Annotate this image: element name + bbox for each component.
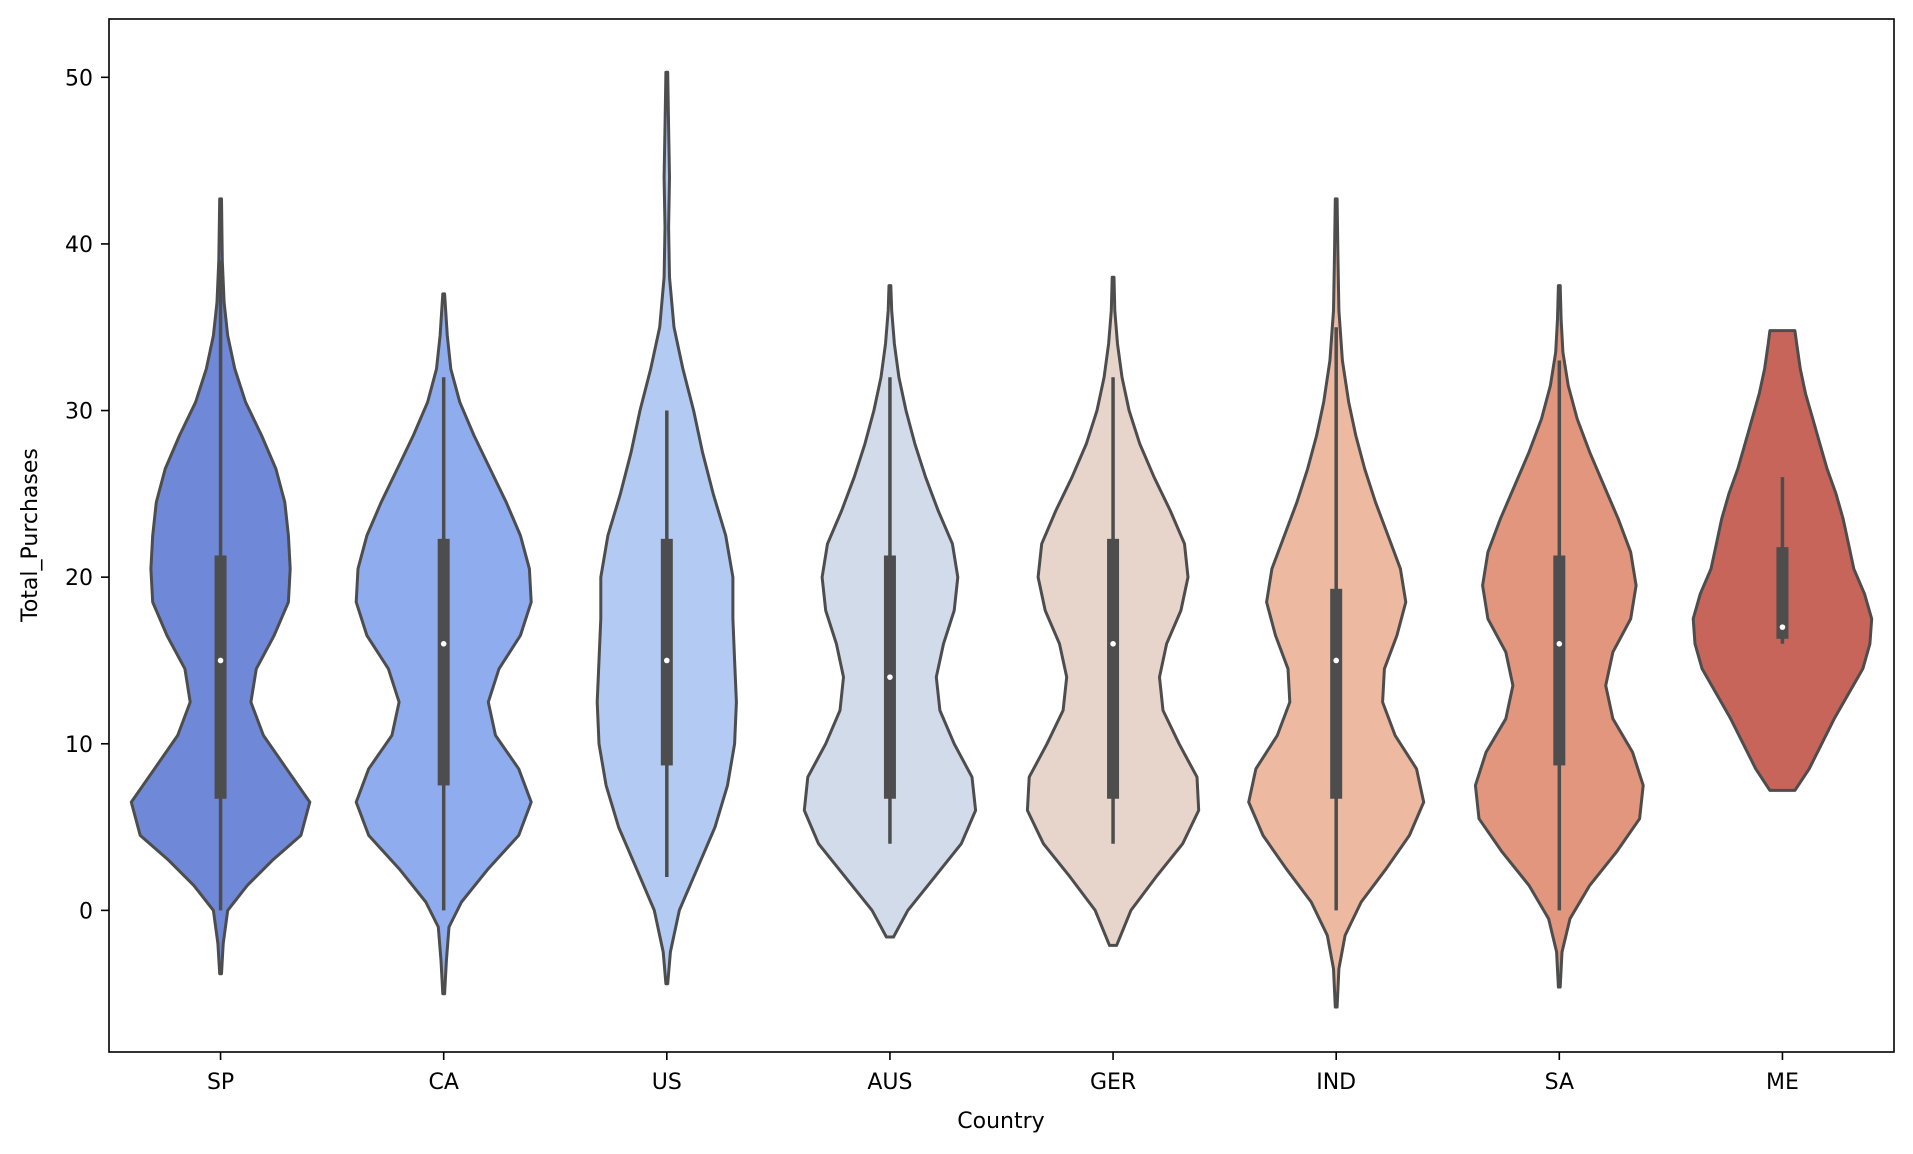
violin-iqr-box-ger: [1107, 538, 1120, 799]
y-tick-label: 50: [65, 66, 93, 91]
violin-median-sp: [217, 657, 224, 664]
violin-iqr-box-sp: [214, 555, 227, 799]
plot-frame: [108, 18, 1895, 1053]
x-tick-label-ind: IND: [1316, 1070, 1356, 1095]
violin-median-ger: [1110, 640, 1116, 647]
x-axis: SP CA US AUS GER IND SA ME: [207, 1052, 1799, 1095]
violin-median-ca: [440, 640, 447, 647]
violin-iqr-box-ind: [1330, 588, 1343, 799]
y-axis-label: Total_Purchases: [18, 448, 43, 623]
violin-ind: [1247, 197, 1426, 1009]
y-tick-label: 20: [65, 566, 93, 591]
x-tick-label-sp: SP: [207, 1070, 234, 1095]
violin-sp: [129, 197, 312, 976]
violin-iqr-box-us: [660, 538, 673, 766]
x-tick-label-us: US: [652, 1070, 682, 1095]
violin-layer: [129, 70, 1874, 1009]
violin-aus: [802, 284, 978, 939]
x-axis-label: Country: [957, 1109, 1044, 1134]
y-tick-label: 0: [79, 899, 93, 924]
violin-me: [1691, 329, 1874, 792]
x-tick-label-aus: AUS: [867, 1070, 912, 1095]
y-axis: 0 10 20 30 40 50: [65, 66, 109, 924]
y-tick-label: 30: [65, 400, 93, 425]
violin-sa: [1473, 284, 1645, 989]
violin-iqr-box-sa: [1553, 555, 1566, 766]
y-tick-label: 40: [65, 233, 93, 258]
violin-ger: [1025, 275, 1201, 947]
y-tick-label: 10: [65, 733, 93, 758]
violin-us: [595, 70, 738, 986]
x-tick-label-ger: GER: [1090, 1070, 1136, 1095]
x-tick-label-ca: CA: [428, 1070, 458, 1095]
violin-iqr-box-ca: [437, 538, 450, 786]
x-tick-label-me: ME: [1766, 1070, 1799, 1095]
x-tick-label-sa: SA: [1545, 1070, 1574, 1095]
violin-median-me: [1779, 624, 1786, 630]
violin-median-us: [664, 657, 670, 664]
violin-median-ind: [1333, 657, 1339, 664]
violin-ca: [354, 292, 533, 996]
violin-median-aus: [887, 674, 893, 680]
violin-iqr-box-me: [1776, 547, 1789, 639]
violin-median-sa: [1556, 640, 1563, 647]
